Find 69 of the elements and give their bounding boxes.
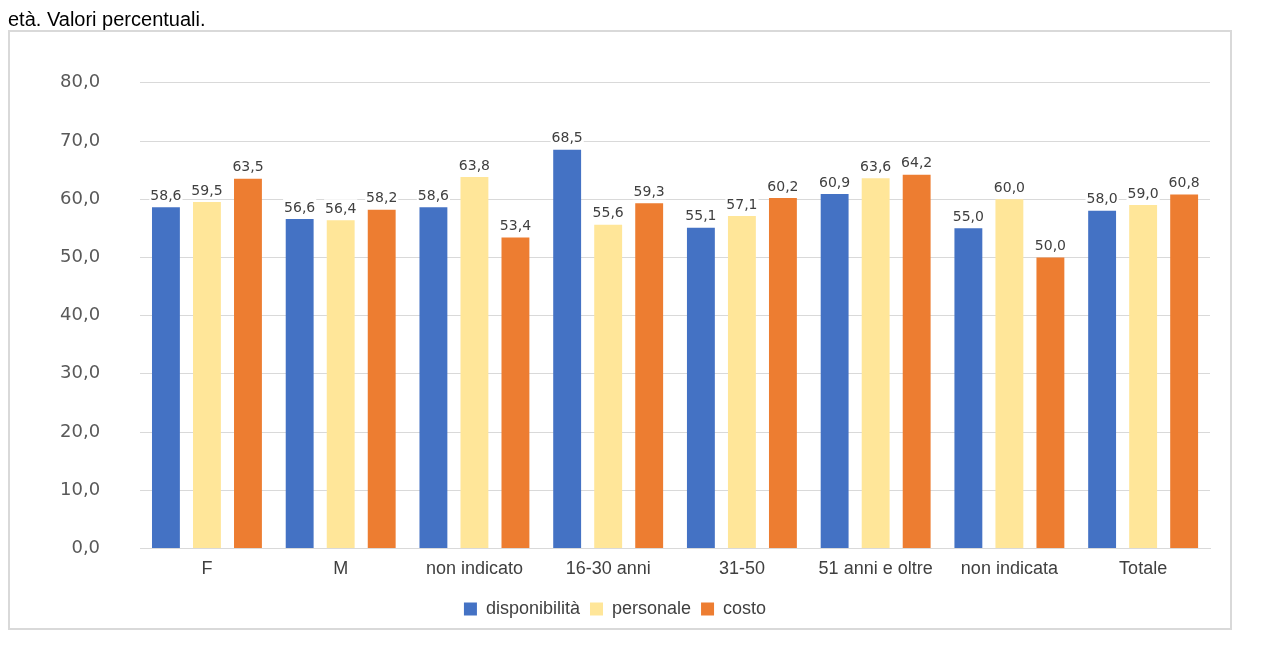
- bar: [1088, 210, 1117, 548]
- y-tick-label: 40,0: [60, 303, 101, 325]
- bar: [954, 228, 983, 548]
- legend-label: costo: [723, 597, 767, 618]
- data-label: 55,1: [685, 207, 717, 224]
- x-tick-label: Totale: [1119, 558, 1168, 579]
- chart-title: età. Valori percentuali.: [8, 8, 207, 30]
- bar: [995, 199, 1024, 548]
- bar: [1170, 194, 1199, 548]
- bar: [820, 193, 849, 548]
- data-label: 57,1: [726, 195, 758, 212]
- bar: [151, 207, 180, 548]
- bar: [501, 237, 530, 548]
- legend-label: disponibilità: [485, 597, 581, 618]
- data-label: 55,0: [952, 207, 984, 224]
- y-tick-label: 10,0: [60, 477, 101, 499]
- bar: [635, 203, 664, 548]
- bar: [460, 177, 489, 548]
- y-tick-label: 0,0: [71, 536, 101, 558]
- bar: [234, 178, 262, 548]
- x-tick-label: M: [333, 558, 349, 579]
- data-label: 50,0: [1034, 237, 1066, 254]
- bar: [285, 218, 314, 548]
- x-tick-label: 16-30 anni: [565, 558, 651, 579]
- bar: [419, 207, 448, 548]
- data-label: 58,2: [366, 189, 398, 206]
- bar: [727, 216, 756, 548]
- data-label: 68,5: [551, 129, 583, 146]
- bar: [367, 209, 396, 548]
- y-tick-label: 30,0: [60, 361, 101, 383]
- data-label: 56,6: [284, 198, 316, 215]
- bar: [326, 220, 355, 548]
- y-tick-label: 20,0: [60, 419, 101, 441]
- x-tick-label: non indicata: [960, 558, 1059, 579]
- data-label: 60,2: [767, 177, 799, 194]
- data-label: 56,4: [325, 199, 357, 216]
- data-label: 58,6: [150, 186, 182, 203]
- x-tick-label: F: [201, 558, 213, 579]
- y-tick-label: 70,0: [60, 128, 101, 150]
- x-tick-label: 51 anni e oltre: [818, 558, 933, 579]
- x-tick-label: 31-50: [718, 558, 765, 579]
- data-label: 59,0: [1127, 184, 1159, 201]
- bar: [594, 224, 623, 548]
- bar: [553, 149, 582, 548]
- y-tick-label: 80,0: [60, 70, 101, 92]
- bar: [193, 202, 221, 548]
- data-label: 59,3: [633, 182, 665, 199]
- data-label: 58,6: [417, 186, 450, 203]
- bar: [861, 178, 890, 548]
- data-label: 55,6: [592, 204, 624, 221]
- y-tick-label: 50,0: [60, 245, 101, 267]
- bar: [686, 227, 715, 548]
- y-tick-label: 60,0: [60, 186, 101, 208]
- x-tick-label: non indicato: [425, 558, 523, 579]
- data-label: 60,9: [819, 173, 851, 190]
- legend-label: personale: [611, 597, 692, 618]
- data-label: 60,0: [993, 178, 1025, 195]
- data-label: 63,5: [232, 158, 264, 175]
- bar: [768, 198, 797, 548]
- data-label: 64,2: [901, 154, 933, 171]
- data-label: 60,8: [1168, 174, 1200, 191]
- data-label: 59,5: [191, 181, 223, 198]
- bar: [902, 174, 931, 548]
- data-label: 63,6: [860, 157, 892, 174]
- data-label: 53,4: [499, 217, 532, 234]
- data-label: 63,8: [458, 156, 491, 173]
- bar: [1036, 257, 1065, 548]
- bar: [1129, 205, 1158, 548]
- data-label: 58,0: [1086, 190, 1118, 207]
